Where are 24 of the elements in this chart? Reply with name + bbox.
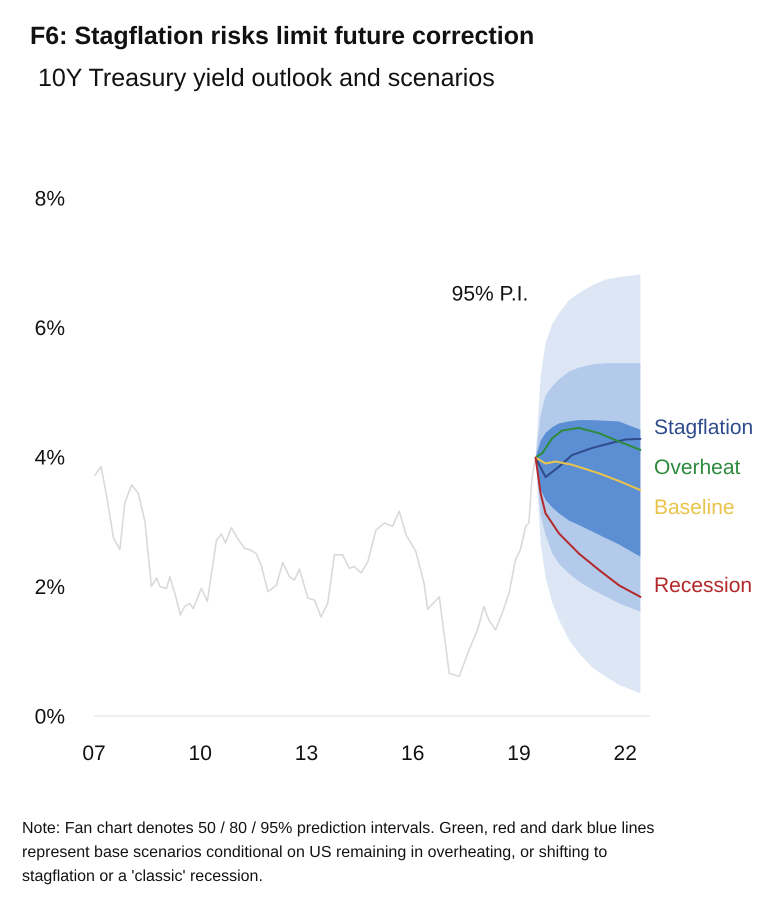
series-label: Recession — [654, 574, 752, 598]
series-label: Overheat — [654, 456, 741, 480]
line-series — [94, 456, 536, 678]
y-tick-label: 6% — [34, 316, 65, 340]
y-tick-label: 0% — [34, 705, 65, 728]
annotation: 95% P.I. — [452, 282, 528, 306]
line-series — [534, 438, 642, 478]
x-tick-label: 10 — [188, 742, 212, 765]
x-tick-label: 07 — [82, 742, 106, 765]
series-label: Baseline — [654, 496, 735, 520]
line-series — [534, 426, 642, 459]
x-tick-label: 16 — [401, 742, 424, 765]
y-tick-label: 2% — [34, 576, 65, 599]
x-tick-label: 22 — [614, 742, 637, 765]
series-label: Stagflation — [654, 416, 754, 440]
y-tick-label: 8% — [34, 187, 65, 210]
line-series — [534, 456, 642, 492]
chart-title: F6: Stagflation risks limit future correction — [30, 22, 534, 50]
x-tick-label: 19 — [507, 742, 531, 765]
y-tick-label: 4% — [34, 446, 65, 470]
text: Note: Fan chart denotes 50 / 80 / 95% prediction intervals. Green, red and dark blue lines represent base scenarios conditional on US remaining in overheating, or shifting to stagflation or a 'classic' recession. — [22, 820, 654, 885]
chart-subtitle: 10Y Treasury yield outlook and scenarios — [38, 64, 495, 92]
line-series — [534, 456, 642, 598]
x-tick-label: 13 — [294, 742, 318, 765]
